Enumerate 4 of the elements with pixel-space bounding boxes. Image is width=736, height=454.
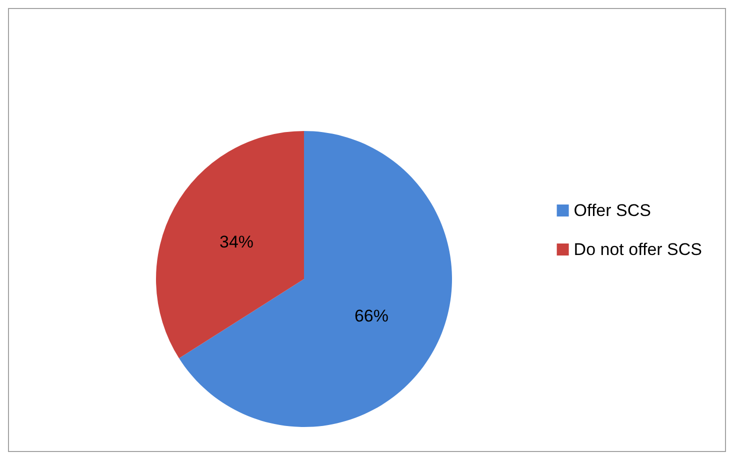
data-label: 66% (354, 306, 388, 326)
legend-label: Offer SCS (574, 201, 651, 220)
legend-label: Do not offer SCS (574, 240, 702, 259)
data-label: 34% (220, 232, 254, 252)
